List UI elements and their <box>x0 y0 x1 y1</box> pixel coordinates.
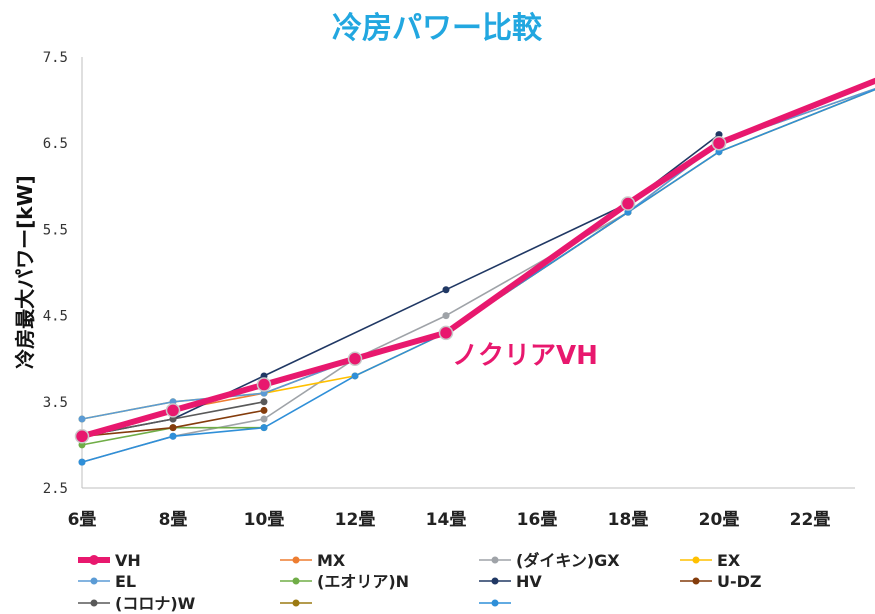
legend-label: (エオリア)N <box>317 572 409 591</box>
data-point <box>442 286 450 294</box>
data-point <box>620 196 636 211</box>
data-point <box>347 351 363 366</box>
x-tick-label: 20畳 <box>699 510 740 530</box>
x-tick-label: 22畳 <box>790 510 831 530</box>
y-tick-label: 6.5 <box>43 136 68 152</box>
legend-label: VH <box>115 551 141 570</box>
legend-swatch-marker <box>491 599 499 607</box>
x-tick-label: 12畳 <box>335 510 376 530</box>
legend-label: EL <box>115 572 136 591</box>
legend-swatch-marker <box>692 577 700 585</box>
legend-label: (コロナ)W <box>115 594 196 613</box>
legend-swatch-marker <box>292 577 300 585</box>
x-tick-labels: 6畳 8畳 10畳 12畳 14畳 16畳 18畳 20畳 22畳 <box>68 510 831 530</box>
y-axis-title: 冷房最大パワー[kW] <box>13 175 37 369</box>
series-line <box>81 88 875 463</box>
legend-swatch-marker <box>491 577 499 585</box>
data-point <box>442 312 450 320</box>
data-point <box>78 415 86 423</box>
data-point <box>351 372 359 380</box>
y-tick-label: 5.5 <box>43 222 68 238</box>
legend-swatch-marker <box>90 599 98 607</box>
legend-label: HV <box>516 572 542 591</box>
x-tick-label: 18畳 <box>608 510 649 530</box>
x-tick-label: 8畳 <box>159 510 188 530</box>
legend: VH MX (ダイキン)GX EX EL (エオリア)N HV U-DZ (コロナ)W <box>78 551 762 613</box>
legend-swatch-marker <box>292 599 300 607</box>
x-tick-label: 16畳 <box>517 510 558 530</box>
data-point <box>169 424 177 432</box>
y-tick-label: 7.5 <box>43 50 68 66</box>
legend-label: EX <box>717 551 741 570</box>
legend-swatch-marker <box>692 556 700 564</box>
data-point <box>260 398 268 406</box>
y-tick-labels: 2.5 3.5 4.5 5.5 6.5 7.5 <box>43 50 68 497</box>
data-point <box>165 403 181 418</box>
data-point <box>169 432 177 440</box>
series-line <box>79 77 875 440</box>
legend-label: MX <box>317 551 346 570</box>
series-line <box>81 133 720 438</box>
x-tick-label: 10畳 <box>244 510 285 530</box>
data-point <box>74 429 90 444</box>
y-tick-label: 2.5 <box>43 481 68 497</box>
data-point <box>78 458 86 466</box>
x-tick-label: 14畳 <box>426 510 467 530</box>
data-point <box>438 325 454 341</box>
data-point <box>260 406 268 414</box>
y-tick-label: 4.5 <box>43 309 68 325</box>
legend-swatch-marker <box>89 555 99 565</box>
legend-swatch-marker <box>292 556 300 564</box>
x-tick-label: 6畳 <box>68 510 97 530</box>
chart-title: 冷房パワー比較 <box>332 11 543 46</box>
data-point <box>711 135 727 151</box>
data-point <box>260 424 268 432</box>
data-point <box>260 415 268 423</box>
annotation-label: ノクリアVH <box>452 341 598 371</box>
data-point <box>256 377 272 392</box>
legend-swatch-marker <box>90 577 98 585</box>
series-line <box>81 87 875 438</box>
legend-swatch-marker <box>491 556 499 564</box>
y-tick-label: 3.5 <box>43 395 68 411</box>
legend-label: U-DZ <box>717 572 762 591</box>
series-layer <box>74 77 875 466</box>
legend-label: (ダイキン)GX <box>516 551 620 570</box>
